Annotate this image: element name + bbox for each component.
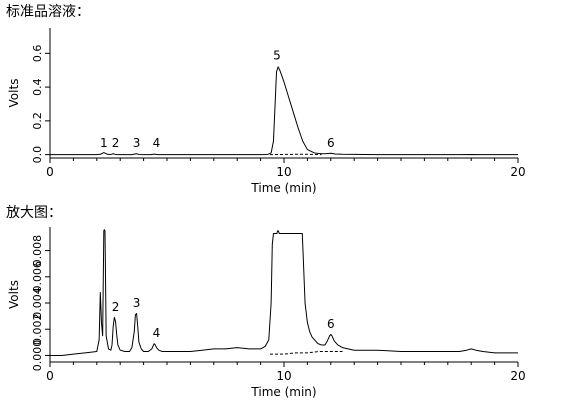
x-tick-label: 10	[276, 369, 291, 383]
baseline-trace	[269, 351, 343, 355]
zoomed-view-title: 放大图：	[6, 205, 62, 221]
x-tick-label: 10	[276, 165, 291, 179]
y-tick-label: 0.004	[31, 287, 44, 319]
x-tick-label: 20	[510, 369, 525, 383]
standard-solution-title: 标准品溶液：	[6, 4, 90, 20]
peak-label: 2	[112, 300, 120, 314]
y-tick-label: 0.2	[31, 112, 44, 130]
signal-trace	[50, 229, 518, 356]
peak-label: 4	[153, 326, 161, 340]
y-axis-title: Volts	[7, 280, 21, 309]
standard-chromatogram-chart: 0 10 20 0.0 0.2 0.4 0.6 Time (min) Volts 1 2 3 4 5 6	[7, 28, 526, 195]
peak-label: 5	[273, 48, 281, 62]
y-tick-label: 0.4	[31, 78, 44, 96]
peak-label: 6	[327, 317, 335, 331]
y-axis-title: Volts	[7, 79, 21, 108]
peak-label: 6	[327, 136, 335, 150]
peak-label: 2	[112, 136, 120, 150]
y-tick-label: 0.0	[31, 146, 44, 164]
peak-label: 4	[153, 136, 161, 150]
x-axis-title: Time (min)	[250, 181, 316, 195]
y-tick-label: 0.6	[31, 45, 44, 63]
y-tick-label: 0.006	[31, 261, 44, 293]
y-tick-label: 0.000	[31, 340, 44, 372]
y-tick-label: 0.008	[31, 235, 44, 267]
x-tick-label: 20	[510, 165, 525, 179]
signal-trace	[50, 66, 518, 156]
x-axis-title: Time (min)	[250, 385, 316, 399]
peak-label: 1	[100, 136, 108, 150]
peak-label: 3	[133, 136, 141, 150]
x-tick-label: 0	[46, 165, 54, 179]
x-tick-label: 0	[46, 369, 54, 383]
y-tick-label: 0.002	[31, 313, 44, 345]
peak-label: 3	[133, 296, 141, 310]
